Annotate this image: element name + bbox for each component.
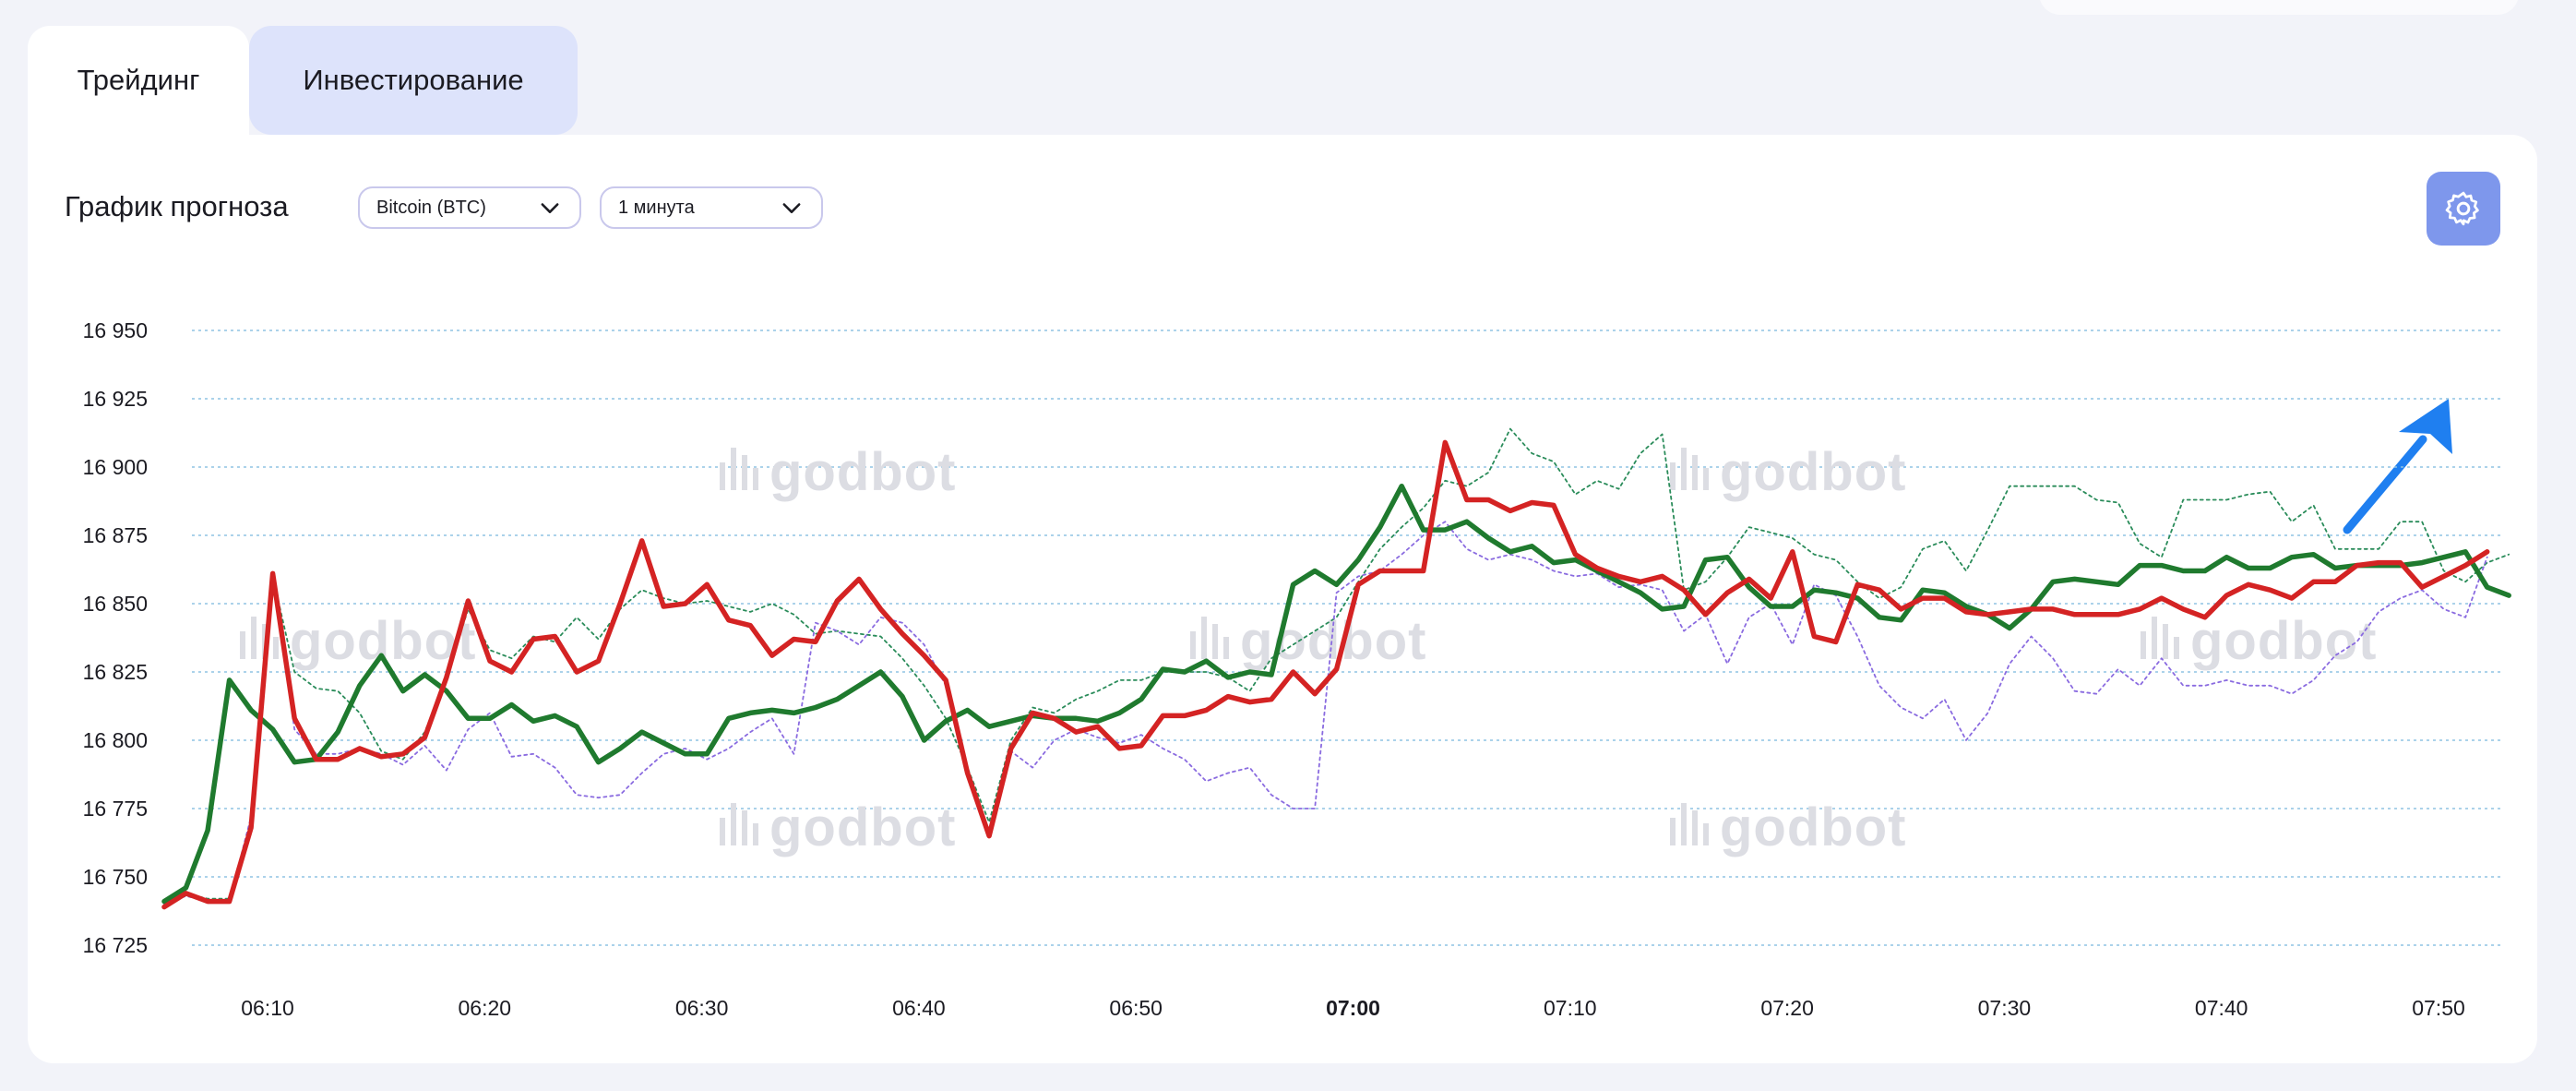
y-tick-label: 16 900 — [83, 455, 148, 479]
interval-select-value: 1 минута — [618, 197, 695, 218]
forecast-series-line — [163, 521, 2488, 905]
watermark: godbot — [240, 611, 475, 671]
settings-button[interactable] — [2427, 172, 2500, 246]
watermark: godbot — [1670, 797, 1906, 857]
watermark-logo-bar — [1670, 462, 1676, 490]
watermark-logo-bar — [1692, 810, 1698, 845]
watermark-logo-bar — [1692, 455, 1698, 490]
x-tick-label: 06:40 — [892, 996, 946, 1020]
chevron-down-icon — [782, 203, 801, 213]
watermark-logo-bar — [1223, 637, 1229, 659]
watermark-logo-bar — [731, 448, 736, 490]
watermark: godbot — [1670, 442, 1906, 502]
watermark-logo-bar — [1670, 818, 1676, 845]
watermark-logo-bar — [720, 462, 725, 490]
y-tick-label: 16 950 — [83, 318, 148, 342]
asset-select[interactable]: Bitcoin (BTC) — [358, 186, 581, 229]
tab-trading-label: Трейдинг — [77, 64, 200, 96]
y-tick-label: 16 925 — [83, 387, 148, 411]
pointer-arrow-icon — [2343, 399, 2452, 534]
watermark-logo-bar — [720, 818, 725, 845]
x-tick-label: 07:30 — [1978, 996, 2032, 1020]
x-tick-label: 06:50 — [1109, 996, 1163, 1020]
tab-trading[interactable]: Трейдинг — [28, 26, 249, 135]
watermark-text: godbot — [1720, 442, 1906, 502]
watermark-logo-bar — [2152, 617, 2157, 659]
watermark-text: godbot — [2190, 611, 2377, 671]
x-tick-label: 06:20 — [459, 996, 512, 1020]
watermark: godbot — [720, 797, 956, 857]
watermark-text: godbot — [769, 442, 956, 502]
watermark-logo-bar — [742, 455, 747, 490]
forecast-panel: График прогноза Bitcoin (BTC) 1 минута 1… — [28, 135, 2537, 1063]
watermark-logo-bar — [1190, 631, 1196, 659]
chevron-down-icon — [541, 203, 559, 213]
watermark-logo-bar — [1212, 624, 1218, 659]
y-tick-label: 16 850 — [83, 592, 148, 616]
watermark-text: godbot — [1240, 611, 1426, 671]
y-tick-label: 16 825 — [83, 660, 148, 684]
forecast-series-line — [163, 427, 2510, 905]
y-tick-label: 16 875 — [83, 523, 148, 547]
watermark-logo-bar — [273, 637, 279, 659]
watermark-logo-bar — [240, 631, 245, 659]
interval-select[interactable]: 1 минута — [600, 186, 823, 229]
forecast-chart: 16 950 16 925 16 900 16 875 16 850 16 825 16 8… — [83, 318, 2511, 1020]
tab-investing[interactable]: Инвестирование — [249, 26, 578, 135]
watermark-logo-bar — [2141, 631, 2146, 659]
y-tick-label: 16 800 — [83, 728, 148, 752]
watermark-logo-bar — [1703, 823, 1709, 845]
x-tick-label: 07:20 — [1760, 996, 1814, 1020]
watermark-logo-bar — [742, 810, 747, 845]
header-pill — [2039, 0, 2519, 15]
watermark-logo-bar — [251, 617, 256, 659]
y-tick-label: 16 725 — [83, 933, 148, 957]
watermark-logo-bar — [1703, 468, 1709, 490]
gear-icon — [2445, 191, 2479, 226]
y-tick-label: 16 775 — [83, 797, 148, 821]
watermark-logo-bar — [1681, 803, 1687, 845]
watermark-logo-bar — [731, 803, 736, 845]
watermark-text: godbot — [1720, 797, 1906, 857]
tab-bar: Трейдинг Инвестирование — [28, 26, 578, 135]
x-tick-label: 06:30 — [675, 996, 729, 1020]
watermark-logo-bar — [753, 468, 758, 490]
tab-investing-label: Инвестирование — [303, 64, 524, 96]
asset-select-value: Bitcoin (BTC) — [376, 197, 486, 218]
watermark-text: godbot — [769, 797, 956, 857]
x-tick-label: 07:00 — [1326, 996, 1380, 1020]
x-tick-label: 07:10 — [1544, 996, 1597, 1020]
price-series-line — [161, 483, 2511, 905]
watermark-logo-bar — [1681, 448, 1687, 490]
watermark-logo-bar — [2163, 624, 2168, 659]
panel-title: График прогноза — [65, 190, 289, 222]
watermark: godbot — [1190, 611, 1426, 671]
x-tick-label: 07:40 — [2195, 996, 2248, 1020]
watermark-logo-bar — [1201, 617, 1207, 659]
x-tick-label: 06:10 — [241, 996, 294, 1020]
x-tick-label: 07:50 — [2412, 996, 2465, 1020]
watermark: godbot — [720, 442, 956, 502]
price-series-line — [161, 439, 2490, 910]
watermark-logo-bar — [2174, 637, 2179, 659]
y-tick-label: 16 750 — [83, 865, 148, 889]
watermark: godbot — [2141, 611, 2377, 671]
watermark-logo-bar — [753, 823, 758, 845]
